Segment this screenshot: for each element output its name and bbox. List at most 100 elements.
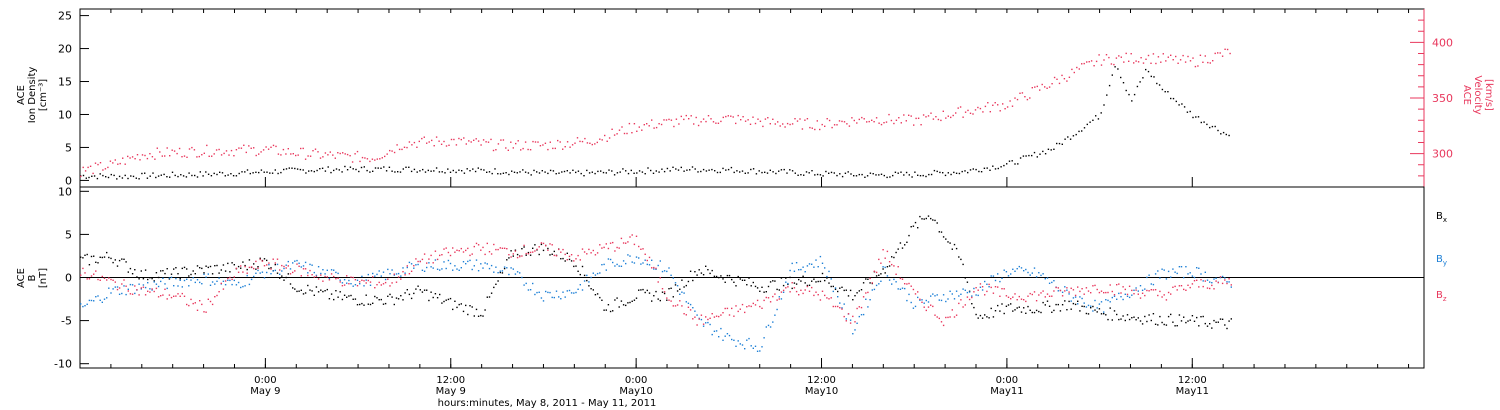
by-series-point [339,279,341,281]
by-series-point [808,263,811,265]
bx-series-point [508,257,510,259]
by-series-point [125,293,127,296]
by-series-point [162,277,164,279]
velocity-series-point [411,144,413,146]
bz-series-point [1098,291,1101,294]
bx-series-point [287,273,289,275]
bz-series-point [151,288,153,290]
velocity-series-point [102,169,104,171]
density-series-point [1097,118,1100,120]
density-series-point [124,174,126,177]
bz-series-point [904,283,906,285]
by-series-point [449,262,452,265]
density-series-point [1025,155,1027,157]
by-series-point [908,293,910,296]
bz-series-point [683,313,685,315]
bz-series-point [873,270,876,272]
bx-series-point [921,218,923,220]
density-series-point [994,168,997,170]
velocity-series-point [767,117,769,119]
bx-series-point [683,286,685,288]
bz-series-point [601,247,603,249]
velocity-series-point [549,141,551,143]
density-series-point [883,174,885,177]
bx-series-point [410,297,413,300]
density-series-point [1142,77,1144,79]
bz-series-point [1126,293,1129,296]
bx-series-point [951,248,953,250]
bz-series-point [1003,288,1005,290]
bx-series-point [1163,323,1165,326]
bz-series-point [1172,286,1174,288]
bx-series-point [856,292,858,294]
bx-series-point [711,269,713,272]
velocity-series-point [557,139,559,142]
velocity-series-point [203,152,205,154]
bx-series-point [1152,313,1155,315]
velocity-series-point [381,157,383,159]
bz-series-point [361,279,363,281]
by-series-point [164,283,166,285]
velocity-series-point [883,122,885,124]
density-series-point [761,171,763,174]
by-series-point [1040,274,1042,277]
by-series-point [845,318,847,320]
by-series-point [121,292,123,295]
bz-series-point [1139,297,1142,299]
x-axis-title: hours:minutes, May 8, 2011 - May 11, 201… [438,398,657,409]
by-series-point [834,287,837,289]
bz-series-point [1068,291,1070,293]
by-series-point [402,267,404,269]
by-series-point [558,296,560,298]
velocity-series-point [527,148,529,151]
density-series-point [1078,130,1080,133]
density-series-point [1072,135,1075,137]
bx-series-point [735,285,737,287]
by-series-point [384,278,387,281]
bx-series-point [908,234,910,237]
bz-series-point [183,295,186,297]
bx-series-point [129,267,132,270]
bz-series-point [458,250,460,252]
by-series-point [545,290,547,293]
velocity-series-point [339,152,341,155]
density-series-point [232,175,235,177]
bz-series-point [84,272,86,274]
bx-series-point [447,298,450,301]
bz-series-point [999,295,1001,297]
bx-series-point [452,308,454,311]
bx-series-point [648,292,651,294]
bz-series-point [761,307,763,309]
bx-series-point [718,276,720,279]
x-tick-date-label: May10 [619,386,652,397]
bz-series-point [568,255,571,258]
velocity-series-point [562,148,564,150]
bx-series-point [1144,315,1146,318]
bx-series-point [227,262,229,265]
velocity-series-point [606,140,608,142]
density-series-point [552,170,555,172]
bz-series-point [921,301,923,303]
by-series-point [586,274,588,277]
by-series-point [958,295,960,297]
by-series-point [880,280,882,282]
velocity-series-point [166,147,168,149]
bz-series-point [1209,287,1211,290]
by-series-point [914,305,917,308]
bx-series-point [785,277,787,279]
by-series-point [607,258,610,260]
density-series-point [569,172,571,174]
bx-series-point [748,277,750,279]
bz-series-point [82,267,84,270]
density-series-point [399,171,402,173]
bx-series-point [389,293,391,296]
by-series-point [596,272,599,275]
density-series-point [1120,76,1122,79]
velocity-series-point [1172,59,1174,61]
by-series-point [510,267,512,269]
velocity-series-point [131,156,134,158]
velocity-series-point [1137,61,1140,63]
bz-series-point [527,253,530,255]
density-series-point [227,174,229,176]
by-series-point [506,267,508,269]
